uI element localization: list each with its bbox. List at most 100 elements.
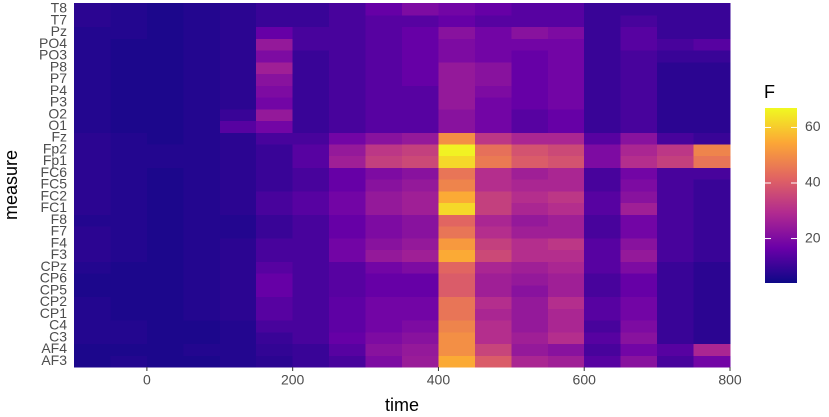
cell xyxy=(183,190,221,204)
cell xyxy=(474,143,512,157)
cell xyxy=(74,143,112,157)
y-tick-label: FC5 xyxy=(41,176,68,192)
cell xyxy=(657,85,695,98)
cell xyxy=(584,120,622,133)
cell xyxy=(74,355,112,368)
cell xyxy=(183,143,221,157)
cell xyxy=(146,261,184,274)
cell xyxy=(292,202,330,215)
cell xyxy=(219,85,257,98)
cell xyxy=(183,96,221,110)
cell xyxy=(474,355,512,368)
cell xyxy=(183,132,221,145)
cell xyxy=(402,273,440,286)
y-tick-label: Fp1 xyxy=(43,152,67,168)
cell xyxy=(657,155,695,168)
cell xyxy=(74,49,112,63)
cell xyxy=(74,237,112,251)
y-tick-label: C3 xyxy=(49,328,67,344)
cell xyxy=(292,143,330,157)
cell xyxy=(657,120,695,133)
cell xyxy=(292,226,330,239)
cell xyxy=(74,3,112,16)
cell xyxy=(365,3,403,16)
cell xyxy=(110,85,148,98)
cell xyxy=(693,284,731,298)
cell xyxy=(584,202,622,215)
cell xyxy=(292,179,330,192)
y-tick-label: P3 xyxy=(50,94,67,110)
cell xyxy=(402,143,440,157)
cell xyxy=(183,249,221,262)
cell xyxy=(402,14,440,28)
cell xyxy=(657,14,695,28)
cell xyxy=(256,120,294,133)
cell xyxy=(547,273,585,286)
cell xyxy=(292,14,330,28)
cell xyxy=(657,331,695,345)
cell xyxy=(474,96,512,110)
cell xyxy=(474,237,512,251)
cell xyxy=(74,296,112,309)
cell xyxy=(219,108,257,122)
cell xyxy=(110,273,148,286)
cell xyxy=(74,120,112,133)
cell xyxy=(329,85,367,98)
cell xyxy=(438,132,476,145)
cell xyxy=(74,331,112,345)
cell xyxy=(256,3,294,16)
cell xyxy=(110,226,148,239)
cell xyxy=(329,320,367,333)
cell xyxy=(620,226,658,239)
cell xyxy=(110,261,148,274)
cell xyxy=(329,273,367,286)
cell xyxy=(693,85,731,98)
cell xyxy=(146,320,184,333)
cell xyxy=(547,249,585,262)
cell xyxy=(329,120,367,133)
cell xyxy=(256,61,294,75)
cell xyxy=(438,190,476,204)
cell xyxy=(438,226,476,239)
cell xyxy=(256,14,294,28)
cell xyxy=(402,132,440,145)
cell xyxy=(329,343,367,356)
cell xyxy=(402,73,440,86)
cell xyxy=(74,273,112,286)
cell xyxy=(219,249,257,262)
cell xyxy=(74,249,112,262)
cell xyxy=(74,85,112,98)
cell xyxy=(584,132,622,145)
cell xyxy=(256,308,294,321)
y-tick-label: T7 xyxy=(51,11,68,27)
cell xyxy=(438,296,476,309)
cell xyxy=(219,355,257,368)
cell xyxy=(657,167,695,180)
cell xyxy=(620,61,658,75)
cell xyxy=(219,320,257,333)
cell xyxy=(292,26,330,39)
cell xyxy=(511,96,549,110)
cell xyxy=(693,26,731,39)
cell xyxy=(146,237,184,251)
cell xyxy=(657,261,695,274)
cell xyxy=(292,214,330,227)
cell xyxy=(146,61,184,75)
cell xyxy=(402,249,440,262)
cell xyxy=(329,155,367,168)
cell xyxy=(110,108,148,122)
cell xyxy=(146,202,184,215)
cell xyxy=(693,167,731,180)
cell xyxy=(438,155,476,168)
cell xyxy=(256,96,294,110)
cell xyxy=(329,190,367,204)
y-tick-label: T8 xyxy=(51,0,68,16)
cell xyxy=(693,214,731,227)
cell xyxy=(146,14,184,28)
cell xyxy=(219,179,257,192)
cell xyxy=(584,108,622,122)
colorbar-tick-label: 20 xyxy=(805,229,821,245)
y-tick-label: FC2 xyxy=(41,187,68,203)
cell xyxy=(693,38,731,51)
cell xyxy=(511,284,549,298)
